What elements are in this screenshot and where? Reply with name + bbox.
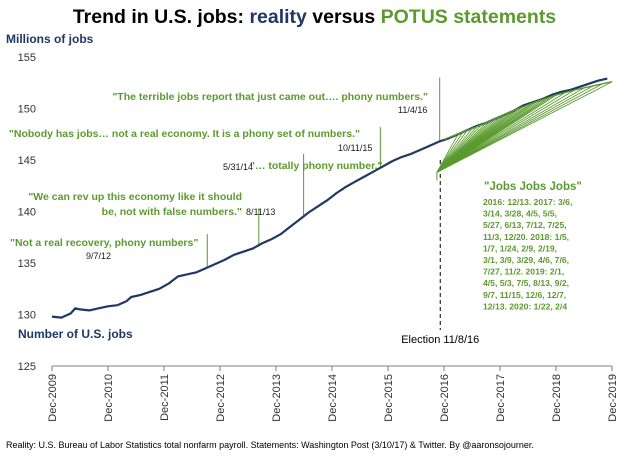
jobs-jobs-jobs-title: "Jobs Jobs Jobs" (484, 181, 582, 193)
potus-trend-line (443, 81, 613, 141)
jobs-jobs-jobs-dates: 5/27, 6/13, 7/12, 7/25, (483, 220, 567, 230)
x-tick-label: Dec-2013 (271, 374, 283, 422)
x-tick-label: Dec-2014 (327, 374, 339, 422)
jobs-jobs-jobs-dates: 11/3, 12/20. 2018: 1/5, (483, 232, 569, 242)
chart-title: Trend in U.S. jobs: reality versus POTUS… (0, 6, 629, 29)
y-tick-label: 130 (18, 310, 36, 322)
statement-text: "… totally phony number." (250, 160, 382, 172)
jobs-jobs-jobs-dates: 9/7, 11/15, 12/6, 12/7, (483, 290, 566, 300)
jobs-jobs-jobs-dates: 2016: 12/13. 2017: 3/6, (483, 197, 572, 207)
y-tick-label: 135 (18, 258, 36, 270)
y-tick-label: 140 (18, 207, 36, 219)
y-axis-title: Millions of jobs (6, 32, 94, 46)
y-tick-label: 125 (18, 361, 36, 373)
jobs-jobs-jobs-dates: 1/7, 1/24, 2/9, 2/19, (483, 243, 557, 253)
series-label: Number of U.S. jobs (18, 327, 133, 341)
statement-text: "We can rev up this economy like it shou… (28, 191, 242, 203)
y-tick-label: 150 (18, 104, 36, 116)
x-tick-label: Dec-2010 (103, 374, 115, 422)
title-middle: versus (306, 6, 381, 28)
x-tick-label: Dec-2019 (607, 374, 619, 422)
source-note: Reality: U.S. Bureau of Labor Statistics… (6, 440, 534, 450)
x-tick-label: Dec-2011 (159, 374, 171, 421)
x-tick-label: Dec-2012 (215, 374, 227, 422)
jobs-jobs-jobs-dates: 3/1, 3/9, 3/29, 4/6, 7/6, (483, 255, 569, 265)
x-tick-label: Dec-2016 (439, 374, 451, 422)
statement-date: 5/31/14 (223, 162, 253, 172)
jobs-fan-line (436, 130, 468, 173)
statement-text: "Not a real recovery, phony numbers" (10, 237, 198, 249)
title-potus: POTUS statements (380, 6, 557, 28)
x-tick-label: Dec-2018 (551, 374, 563, 422)
statement-text: "The terrible jobs report that just came… (112, 91, 428, 103)
statement-date: 11/4/16 (398, 105, 427, 115)
y-tick-label: 145 (18, 155, 36, 167)
title-prefix: Trend in U.S. jobs: (72, 6, 250, 28)
jobs-fan-line (436, 89, 575, 173)
jobs-fan-line (436, 133, 459, 173)
jobs-jobs-jobs-dates: 7/27, 11/2. 2019: 2/1, (483, 267, 564, 277)
x-tick-label: Dec-2009 (47, 374, 59, 422)
statement-date: 10/11/15 (338, 143, 372, 153)
election-label: Election 11/8/16 (401, 334, 479, 346)
statement-text: "Nobody has jobs… not a real economy. It… (9, 128, 360, 140)
statement-text: be, not with false numbers." (102, 206, 242, 218)
jobs-jobs-jobs-dates: 3/14, 3/28, 4/5, 5/5, (483, 209, 557, 219)
jobs-jobs-jobs-dates: 4/5, 5/3, 7/5, 8/13, 9/2, (483, 278, 569, 288)
jobs-fan-line (436, 81, 613, 173)
y-tick-label: 155 (18, 52, 36, 64)
jobs-jobs-jobs-dates: 12/13. 2020: 1/22, 2/4 (483, 301, 567, 311)
statement-date: 8/11/13 (246, 207, 275, 217)
x-tick-label: Dec-2015 (383, 374, 395, 422)
title-reality: reality (249, 6, 307, 28)
statement-date: 9/7/12 (86, 251, 111, 261)
x-tick-label: Dec-2017 (495, 374, 507, 422)
